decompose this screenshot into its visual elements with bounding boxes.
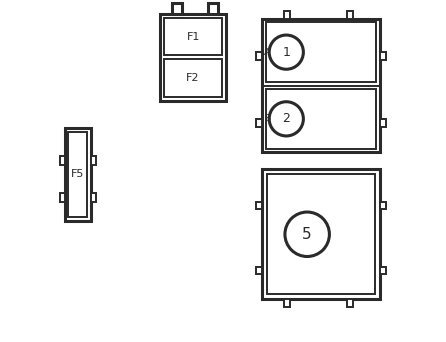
Bar: [65, 128, 91, 221]
Text: 5: 5: [302, 227, 312, 242]
Bar: [91, 156, 96, 166]
Text: 2: 2: [282, 112, 290, 126]
Bar: [266, 22, 376, 82]
Circle shape: [269, 35, 303, 69]
Bar: [160, 14, 227, 101]
Circle shape: [269, 102, 303, 136]
Bar: [207, 3, 218, 14]
Bar: [91, 193, 96, 202]
Bar: [164, 60, 222, 97]
Text: B: B: [264, 114, 270, 123]
Bar: [256, 202, 262, 209]
Text: F2: F2: [186, 73, 200, 83]
Circle shape: [285, 212, 330, 256]
Bar: [68, 132, 87, 217]
Bar: [59, 156, 65, 166]
Bar: [256, 52, 262, 60]
Bar: [380, 52, 387, 60]
Bar: [380, 267, 387, 274]
Text: 1: 1: [282, 45, 290, 59]
Text: A: A: [264, 48, 270, 57]
Bar: [172, 3, 182, 14]
Bar: [266, 89, 376, 149]
Bar: [59, 193, 65, 202]
Bar: [256, 267, 262, 274]
Bar: [347, 299, 353, 307]
Bar: [256, 119, 262, 127]
Bar: [262, 19, 380, 152]
Bar: [268, 174, 375, 294]
Bar: [347, 11, 353, 19]
Bar: [164, 18, 222, 55]
Bar: [380, 119, 387, 127]
Bar: [284, 299, 290, 307]
Text: F5: F5: [71, 169, 84, 180]
Bar: [284, 11, 290, 19]
Bar: [262, 169, 380, 299]
Bar: [380, 202, 387, 209]
Text: F1: F1: [186, 31, 200, 41]
